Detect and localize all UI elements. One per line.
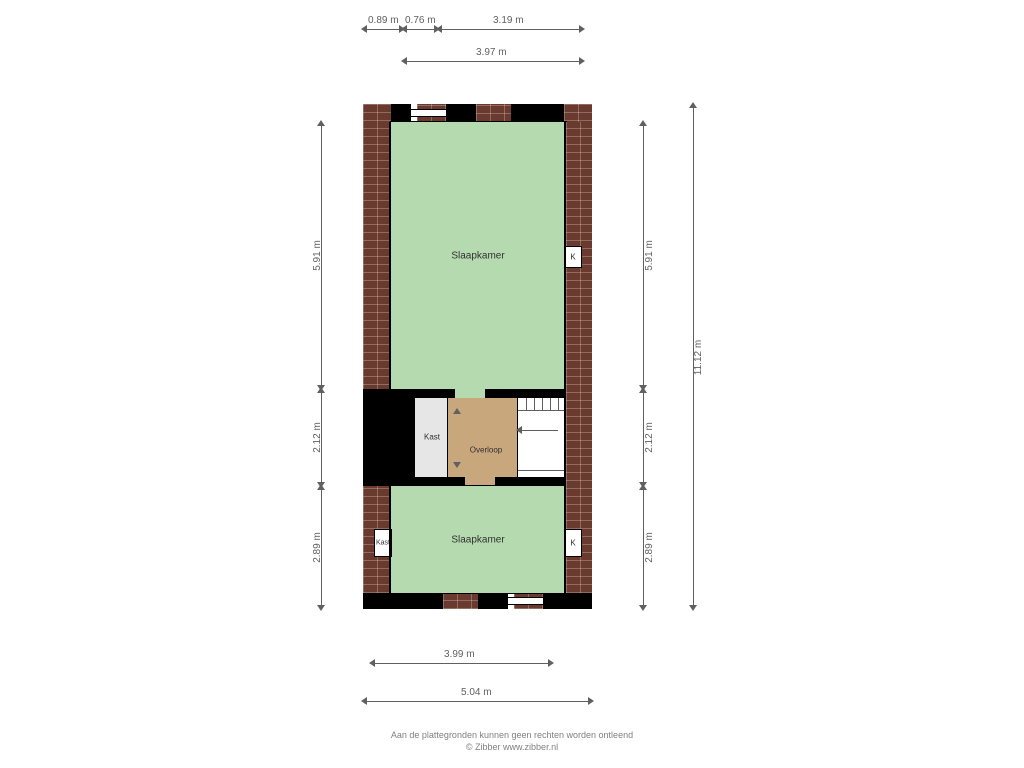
dim-b1-ar [548,659,554,667]
wall-cap-top-2 [446,104,476,122]
dim-top1-3-ar [579,25,585,33]
dim-top1-3-al [436,25,442,33]
dim-top1-2-line [403,29,438,30]
dim-top1-1-al [361,25,367,33]
dim-top2-al [401,57,407,65]
mid-black-left [391,398,415,477]
overloop-arrow-up [453,408,461,414]
dim-top1-1-text: 0.89 m [368,15,399,26]
stair-dir-line [518,430,558,431]
wall-cap-bot-2 [478,591,508,609]
dim-b1-al [369,659,375,667]
wall-cap-bot-1 [363,591,443,609]
wall-inner-left-2 [389,122,391,593]
label-kast-bl-2: Kast [376,540,390,547]
dim-l3-au [317,484,325,490]
dim-r2-text: 2.12 m [644,422,655,453]
window-top [411,109,446,117]
door-gap-bedroom-top [455,389,485,398]
dim-top1-1-line [363,29,403,30]
label-kast: Kast [424,433,440,442]
label-overloop: Overloop [470,446,502,455]
dim-b2-text: 5.04 m [461,687,492,698]
brick-left-midcap [363,389,391,486]
dim-l3-ad [317,605,325,611]
dim-l3-text: 2.89 m [312,532,323,563]
label-k-br-2: K [570,539,575,548]
wall-inner-right-2 [564,122,566,593]
dim-l1-text: 5.91 m [312,240,323,271]
brick-top-2 [476,104,511,122]
dim-top1-3-text: 3.19 m [493,15,524,26]
dim-b2-line [363,701,592,702]
dim-b2-ar [588,697,594,705]
dim-top1-3-line [438,29,583,30]
dim-b1-line [371,663,552,664]
dim-r3-text: 2.89 m [644,532,655,563]
dim-b2-al [361,697,367,705]
stair-riser-1 [526,398,527,410]
dim-l2-text: 2.12 m [312,422,323,453]
dim-ro-text: 11.12 m [693,340,704,375]
dim-b1-text: 3.99 m [444,649,475,660]
brick-bot-1 [443,591,478,609]
dim-top1-2-text: 0.76 m [405,15,436,26]
stair-dir-arrow [516,426,522,434]
dim-r1-text: 5.91 m [644,240,655,271]
stair-riser-3 [542,398,543,410]
dim-ro-au [689,102,697,108]
dim-l1-au [317,120,325,126]
overloop-arrow-down [453,462,461,468]
stair-tread-2 [518,470,566,471]
label-bedroom-top: Slaapkamer [451,251,504,262]
dim-r3-au [639,484,647,490]
brick-left-over [363,122,389,593]
wall-cap-bot-3 [543,591,592,609]
stair-tread-1 [518,410,566,411]
dim-top2-ar [579,57,585,65]
label-bedroom-bottom: Slaapkamer [451,535,504,546]
window-bottom [508,597,543,605]
footer: Aan de plattegronden kunnen geen rechten… [0,730,1024,753]
dim-r1-au [639,120,647,126]
dim-top2-text: 3.97 m [476,47,507,58]
floorplan-stage: Slaapkamer K Kast Overloop Slaapkamer Ka… [0,0,1024,768]
dim-r2-au [639,387,647,393]
dim-top1-2-al [401,25,407,33]
footer-line2: © Zibber www.zibber.nl [466,742,558,752]
stair-riser-2 [534,398,535,410]
label-k-top-right-2: K [570,253,575,262]
stair-riser-5 [558,398,559,410]
dim-r3-ad [639,605,647,611]
dim-l2-au [317,387,325,393]
dim-ro-ad [689,605,697,611]
dim-top2-line [403,61,583,62]
stair-riser-4 [550,398,551,410]
door-gap-overloop [465,477,495,486]
brick-right-over [566,122,592,593]
footer-line1: Aan de plattegronden kunnen geen rechten… [391,730,633,740]
